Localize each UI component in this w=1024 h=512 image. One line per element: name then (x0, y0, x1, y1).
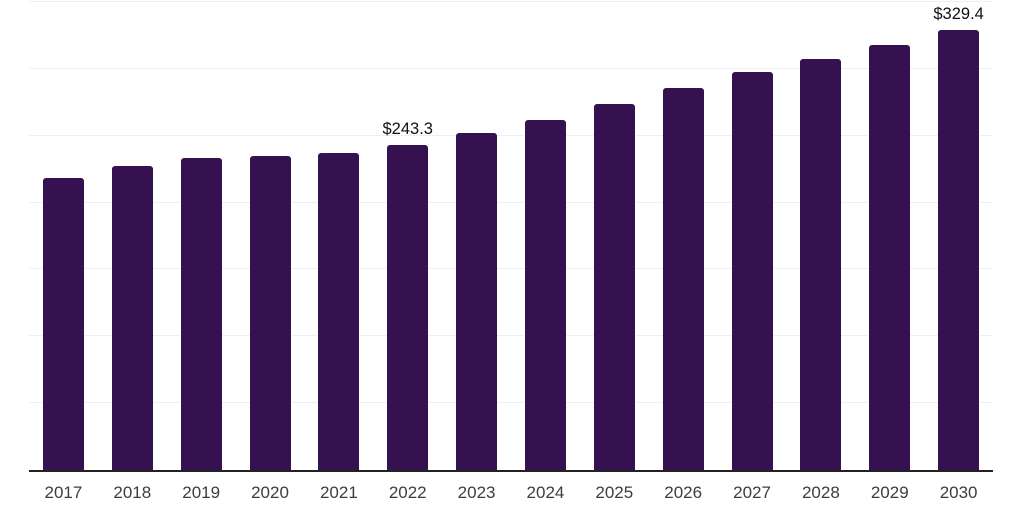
bar-2020 (249, 155, 291, 470)
x-axis-labels: 2017 2018 2019 2020 2021 2022 2023 2024 2025 2026… (29, 483, 993, 503)
x-tick-label-2019: 2019 (182, 483, 221, 502)
bar-2026 (662, 87, 704, 470)
bar-2021 (318, 152, 360, 470)
x-tick-label-2027: 2027 (733, 483, 771, 502)
bar-2023 (456, 133, 498, 470)
x-tick-label-2022: 2022 (388, 483, 427, 502)
x-axis-line (29, 470, 993, 472)
bar-group-2021 (304, 2, 373, 470)
bar-group-2025 (580, 2, 649, 470)
x-tick-label-2025: 2025 (595, 483, 634, 502)
bar-2027 (731, 72, 773, 470)
gridline (29, 335, 993, 337)
bar-group-2020 (236, 2, 305, 470)
bar-2030 (938, 29, 980, 470)
bar-value-label-2030: $329.4 (933, 5, 984, 24)
bar-group-2027 (718, 2, 787, 470)
x-tick-label-2029: 2029 (870, 483, 909, 502)
x-tick-label-2024: 2024 (526, 483, 565, 502)
bar-group-2029 (855, 2, 924, 470)
gridline (29, 67, 993, 69)
x-tick-label-2018: 2018 (113, 483, 152, 502)
bar-group-2026 (649, 2, 718, 470)
bar-2028 (800, 58, 842, 470)
x-tick-label-2017: 2017 (44, 483, 83, 502)
x-tick-label-2021: 2021 (319, 483, 358, 502)
bar-value-label-2022: $243.3 (382, 120, 433, 139)
x-tick-label-2028: 2028 (801, 483, 840, 502)
bar-2022 (387, 144, 429, 470)
bar-group-2019 (167, 2, 236, 470)
x-tick-label-2023: 2023 (457, 483, 496, 502)
bar-group-2024 (511, 2, 580, 470)
bar-2019 (180, 157, 222, 470)
bar-2017 (42, 177, 84, 470)
bar-group-2017 (29, 2, 98, 470)
gridline (29, 201, 993, 203)
bar-2024 (524, 119, 566, 470)
bar-group-2018 (98, 2, 167, 470)
bars-row: $243.3 $329.4 (29, 2, 993, 470)
bar-2018 (111, 166, 153, 470)
gridline (29, 268, 993, 270)
x-tick-label-2030: 2030 (939, 483, 978, 502)
bar-2025 (593, 103, 635, 470)
x-tick-label-2026: 2026 (664, 483, 703, 502)
bar-2029 (869, 44, 911, 470)
bar-group-2023 (442, 2, 511, 470)
bar-group-2022: $243.3 (373, 2, 442, 470)
x-tick-label-2020: 2020 (251, 483, 289, 502)
plot-area: $243.3 $329.4 (29, 1, 993, 472)
gridline (29, 134, 993, 136)
gridline (29, 1, 993, 2)
bar-group-2028 (786, 2, 855, 470)
bar-group-2030: $329.4 (924, 2, 993, 470)
gridline (29, 402, 993, 404)
